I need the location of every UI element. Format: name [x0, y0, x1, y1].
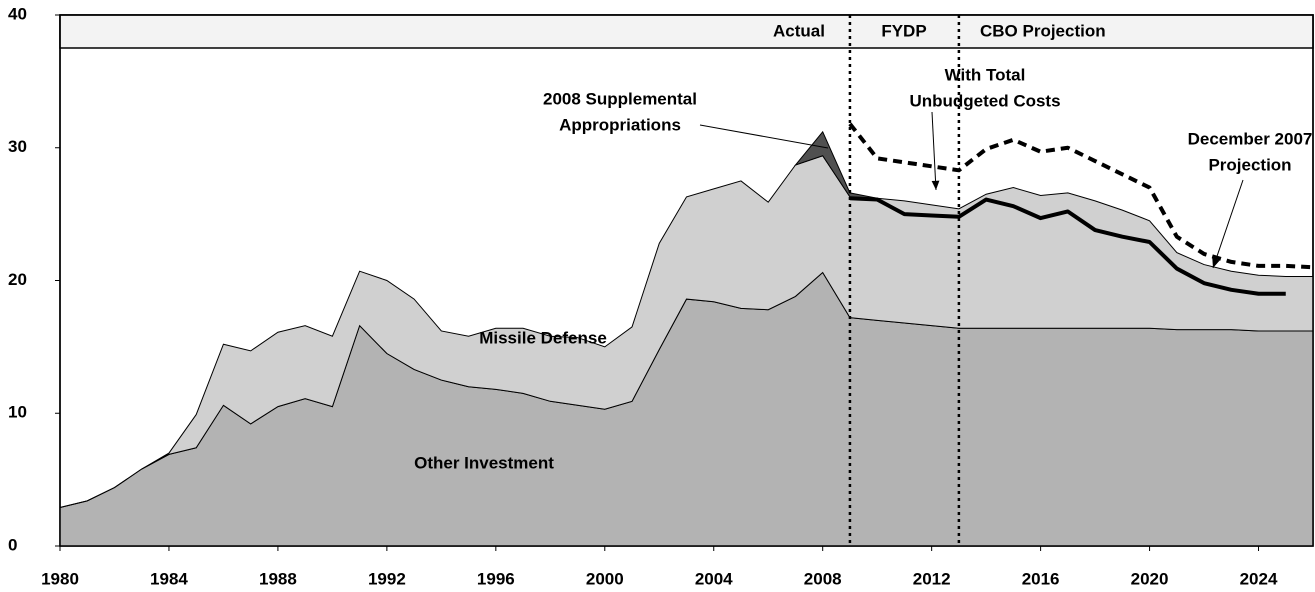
arrow-head — [1212, 258, 1220, 268]
x-tick-label: 1988 — [259, 569, 297, 588]
x-tick-label: 1992 — [368, 569, 406, 588]
period-label: Actual — [773, 21, 825, 40]
annotation: With Total — [945, 65, 1026, 84]
annotation: Appropriations — [559, 115, 681, 134]
annotation: Projection — [1208, 155, 1291, 174]
x-tick-label: 2012 — [913, 569, 951, 588]
period-label: CBO Projection — [980, 21, 1106, 40]
period-band — [59, 14, 1314, 49]
y-tick-label: 20 — [8, 270, 27, 289]
annotation: Other Investment — [414, 453, 554, 472]
annotation: December 2007 — [1188, 129, 1313, 148]
x-tick-label: 2020 — [1131, 569, 1169, 588]
x-tick-label: 1996 — [477, 569, 515, 588]
projection-line — [849, 196, 1286, 296]
x-tick-label: 1980 — [41, 569, 79, 588]
x-tick-label: 1984 — [150, 569, 188, 588]
annotation: Missile Defense — [479, 328, 607, 347]
projection-line — [848, 122, 1314, 270]
arrow-head — [931, 180, 940, 190]
leader-line — [699, 124, 829, 149]
x-tick-label: 2024 — [1240, 569, 1278, 588]
annotation: Unbudgeted Costs — [909, 91, 1060, 110]
leader-line — [1212, 179, 1244, 269]
y-tick-label: 0 — [8, 535, 17, 554]
x-tick-label: 2016 — [1022, 569, 1060, 588]
annotation: 2008 Supplemental — [543, 89, 697, 108]
y-tick-label: 40 — [8, 4, 27, 23]
y-tick-label: 30 — [8, 137, 27, 156]
y-tick-label: 10 — [8, 403, 27, 422]
x-tick-label: 2004 — [695, 569, 733, 588]
x-tick-label: 2000 — [586, 569, 624, 588]
leader-line — [931, 111, 937, 191]
x-tick-label: 2008 — [804, 569, 842, 588]
period-label: FYDP — [881, 21, 926, 40]
